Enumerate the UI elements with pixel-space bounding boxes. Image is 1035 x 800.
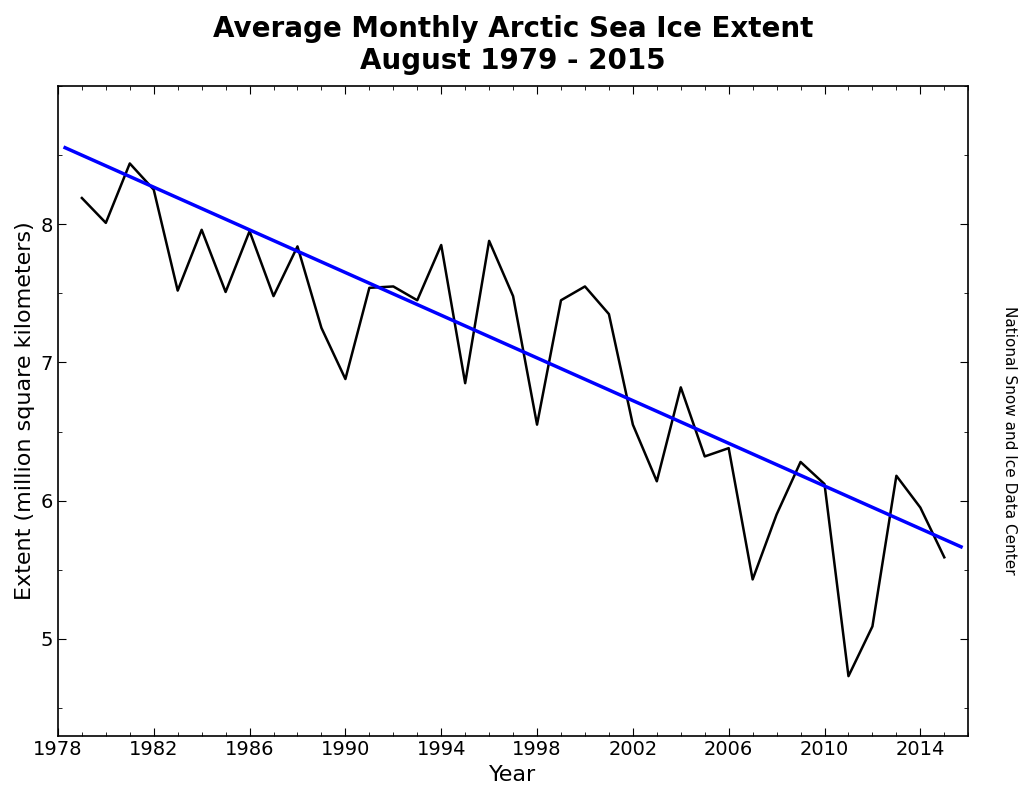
Title: Average Monthly Arctic Sea Ice Extent
August 1979 - 2015: Average Monthly Arctic Sea Ice Extent Au… (213, 15, 814, 75)
X-axis label: Year: Year (490, 765, 537, 785)
Y-axis label: Extent (million square kilometers): Extent (million square kilometers) (14, 222, 35, 600)
Text: National Snow and Ice Data Center: National Snow and Ice Data Center (1002, 306, 1016, 574)
